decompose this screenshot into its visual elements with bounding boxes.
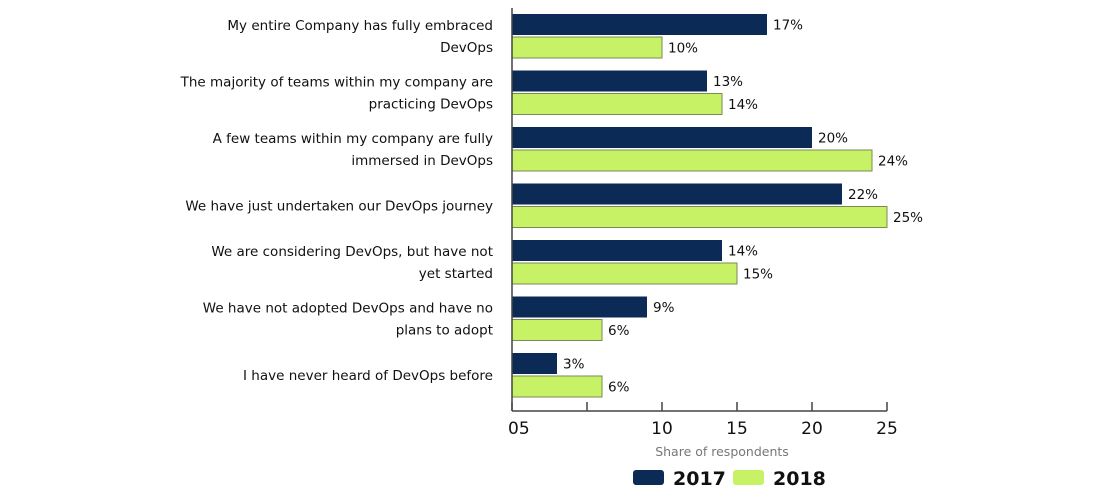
- legend-swatch-2018: [733, 470, 764, 485]
- bar-2017: [512, 296, 647, 318]
- category-label-line: The majority of teams within my company …: [180, 75, 493, 91]
- bar-2017: [512, 240, 722, 261]
- bar-2017: [512, 353, 557, 374]
- category-label: We have not adopted DevOps and have no pl…: [203, 301, 493, 339]
- category-label-line: We are considering DevOps, but have not: [211, 244, 493, 260]
- data-label-2017: 22%: [848, 187, 878, 203]
- category-label-line: I have never heard of DevOps before: [243, 368, 493, 384]
- bar-2017: [512, 127, 812, 148]
- data-label-2018: 25%: [893, 210, 923, 226]
- category-label: The majority of teams within my company …: [180, 75, 493, 113]
- bar-2018: [511, 375, 603, 398]
- category-label-line: We have just undertaken our DevOps journ…: [185, 199, 493, 215]
- category-label-line: yet started: [419, 266, 493, 282]
- x-tick-label: 15: [726, 419, 748, 439]
- category-label: We have just undertaken our DevOps journ…: [185, 199, 493, 215]
- category-label: I have never heard of DevOps before: [243, 368, 493, 384]
- data-label-2018: 10%: [668, 41, 698, 57]
- bar-2018: [511, 93, 723, 115]
- x-tick-label: 05: [508, 419, 530, 439]
- bar-2017: [512, 183, 842, 205]
- legend-swatch-2017: [633, 470, 664, 485]
- category-label: My entire Company has fully embraced DevO…: [227, 18, 493, 56]
- bar-2017: [512, 14, 767, 35]
- data-label-2018: 15%: [743, 267, 773, 283]
- data-label-2018: 6%: [608, 380, 630, 396]
- category-label-line: immersed in DevOps: [351, 153, 493, 169]
- category-label: A few teams within my company are fully i…: [213, 131, 493, 169]
- bar-2018: [511, 206, 888, 228]
- bar-2018: [511, 36, 663, 59]
- category-label: We are considering DevOps, but have not y…: [211, 244, 493, 282]
- bar-2018: [511, 319, 603, 341]
- data-label-2017: 13%: [713, 74, 743, 90]
- data-label-2017: 9%: [653, 300, 675, 316]
- data-label-2017: 17%: [773, 18, 803, 34]
- data-label-2018: 6%: [608, 323, 630, 339]
- data-label-2017: 3%: [563, 357, 585, 373]
- data-label-2018: 14%: [728, 97, 758, 113]
- category-label-line: practicing DevOps: [369, 97, 493, 113]
- legend-label-2017: 2017: [673, 468, 726, 490]
- category-label-line: My entire Company has fully embraced: [227, 18, 493, 34]
- category-label-line: plans to adopt: [396, 323, 493, 339]
- category-label-line: We have not adopted DevOps and have no: [203, 301, 493, 317]
- x-tick-label: 25: [876, 419, 898, 439]
- data-label-2018: 24%: [878, 154, 908, 170]
- category-label-line: DevOps: [440, 40, 493, 56]
- legend-label-2018: 2018: [773, 468, 826, 490]
- bar-2018: [511, 262, 738, 285]
- x-tick-label: 10: [651, 419, 673, 439]
- bar-2017: [512, 70, 707, 92]
- data-label-2017: 20%: [818, 131, 848, 147]
- category-label-line: A few teams within my company are fully: [213, 131, 493, 147]
- data-label-2017: 14%: [728, 244, 758, 260]
- x-tick-label: 20: [801, 419, 823, 439]
- x-axis-label: Share of respondents: [655, 444, 789, 459]
- bar-2018: [511, 149, 873, 172]
